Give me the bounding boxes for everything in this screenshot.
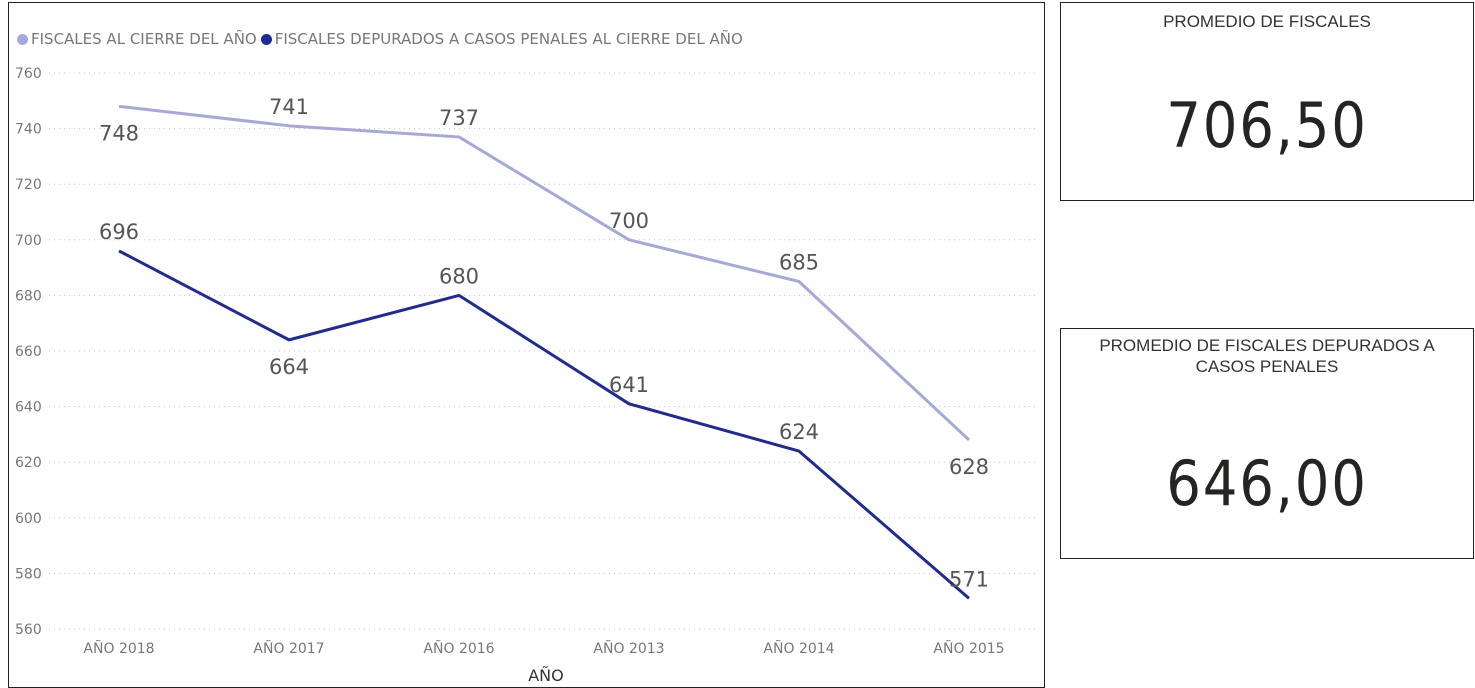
data-label: 685 <box>779 251 819 275</box>
x-tick-label: AÑO 2014 <box>763 640 834 657</box>
x-tick-label: AÑO 2013 <box>593 640 664 657</box>
x-tick-label: AÑO 2017 <box>253 640 324 657</box>
legend-item-series-1[interactable]: FISCALES AL CIERRE DEL AÑO <box>17 30 257 48</box>
y-tick-label: 600 <box>15 511 42 527</box>
series-line-2 <box>118 249 970 600</box>
y-tick-label: 720 <box>15 177 42 193</box>
kpi-card-promedio-depurados: PROMEDIO DE FISCALES DEPURADOS A CASOS P… <box>1060 328 1474 559</box>
line-chart-panel: FISCALES AL CIERRE DEL AÑO FISCALES DEPU… <box>8 2 1045 688</box>
data-label: 748 <box>99 121 139 145</box>
y-tick-label: 680 <box>15 288 42 304</box>
card-title: PROMEDIO DE FISCALES <box>1163 12 1371 31</box>
data-label: 641 <box>609 373 649 397</box>
legend-label: FISCALES AL CIERRE DEL AÑO <box>31 30 257 48</box>
x-axis-title: AÑO <box>528 666 564 685</box>
y-tick-label: 580 <box>15 566 42 582</box>
data-label: 628 <box>949 455 989 479</box>
data-label: 680 <box>439 264 479 288</box>
legend-label: FISCALES DEPURADOS A CASOS PENALES AL CI… <box>274 30 743 48</box>
card-value: 646,00 <box>1166 447 1368 520</box>
data-label: 737 <box>439 106 479 130</box>
data-label: 664 <box>269 355 309 379</box>
kpi-card-promedio-fiscales: PROMEDIO DE FISCALES 706,50 <box>1060 2 1474 201</box>
series-line-1 <box>118 104 971 442</box>
data-label: 741 <box>269 95 309 119</box>
line-chart: 560 580 600 620 640 660 680 700 720 740 760 AÑO 201… <box>15 66 1036 685</box>
y-tick-label: 700 <box>15 233 42 249</box>
x-tick-label: AÑO 2018 <box>83 640 154 657</box>
legend-item-series-2[interactable]: FISCALES DEPURADOS A CASOS PENALES AL CI… <box>260 30 743 48</box>
y-tick-label: 560 <box>15 622 42 638</box>
data-label: 624 <box>779 420 819 444</box>
y-tick-label: 740 <box>15 122 42 138</box>
legend-marker-icon <box>260 33 272 45</box>
x-tick-label: AÑO 2015 <box>933 640 1004 657</box>
data-label: 696 <box>99 220 139 244</box>
y-tick-label: 620 <box>15 455 42 471</box>
y-tick-label: 640 <box>15 400 42 416</box>
data-label: 700 <box>609 209 649 233</box>
y-tick-label: 660 <box>15 344 42 360</box>
y-tick-label: 760 <box>15 66 42 82</box>
card-value: 706,50 <box>1166 89 1368 162</box>
legend-marker-icon <box>17 33 28 45</box>
data-label: 571 <box>949 567 989 591</box>
card-title: PROMEDIO DE FISCALES DEPURADOS A CASOS P… <box>1099 336 1435 376</box>
x-tick-label: AÑO 2016 <box>423 640 494 657</box>
chart-legend: FISCALES AL CIERRE DEL AÑO FISCALES DEPU… <box>17 27 747 51</box>
